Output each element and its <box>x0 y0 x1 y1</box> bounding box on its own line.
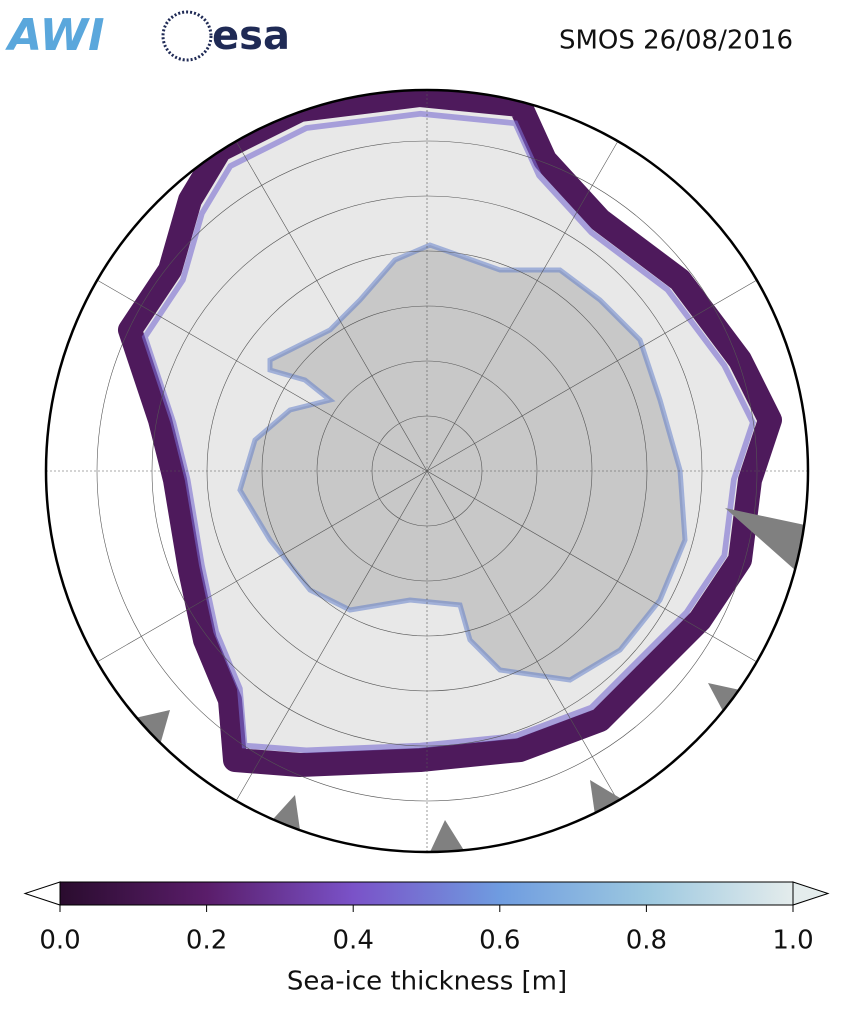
colorbar-tick-label: 0.0 <box>39 926 80 956</box>
colorbar-extend-low <box>23 881 61 906</box>
map <box>46 90 808 852</box>
colorbar-tick-label: 0.2 <box>186 926 227 956</box>
awi-logo: AWI <box>5 10 105 61</box>
colorbar-tick-label: 0.4 <box>333 926 374 956</box>
land-patch <box>590 780 620 815</box>
esa-logo: esa <box>212 13 290 59</box>
map-frame <box>44 88 810 854</box>
graticule <box>46 90 808 852</box>
land-patch <box>430 820 465 852</box>
esa-emblem <box>161 10 213 62</box>
land-patch <box>725 508 805 570</box>
sea-ice-edge <box>141 110 756 754</box>
antarctica <box>237 242 688 683</box>
colorbar-label: Sea-ice thickness [m] <box>287 967 567 997</box>
colorbar-tick-label: 0.8 <box>626 926 667 956</box>
land-patch <box>708 683 740 715</box>
colorbar-tick-label: 1.0 <box>772 926 813 956</box>
land-patch <box>135 710 170 745</box>
colorbar <box>59 881 794 906</box>
colorbar-tick-label: 0.6 <box>479 926 520 956</box>
colorbar-extend-high <box>792 881 830 906</box>
title: SMOS 26/08/2016 <box>559 26 793 56</box>
